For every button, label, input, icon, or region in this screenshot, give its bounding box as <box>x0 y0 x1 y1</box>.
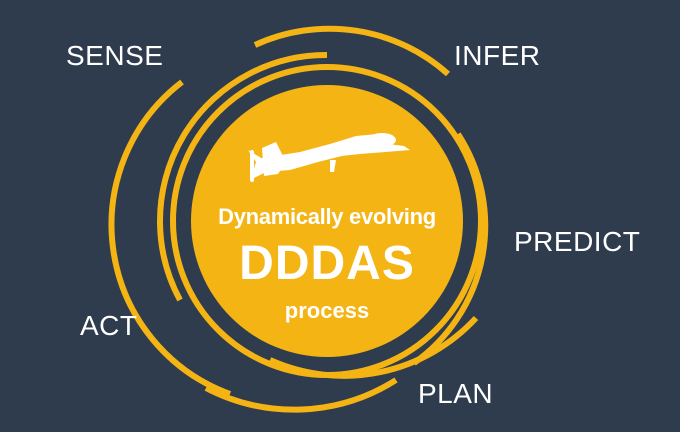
center-caption: process <box>284 298 370 323</box>
sense-label: SENSE <box>66 40 164 71</box>
drone-icon <box>248 133 410 182</box>
center-title: DDDAS <box>239 237 415 290</box>
center-subtitle: Dynamically evolving <box>218 204 436 229</box>
act-arc <box>108 79 232 397</box>
infer-label: INFER <box>454 40 541 71</box>
center-circle <box>191 85 463 357</box>
predict-label: PREDICT <box>514 226 641 257</box>
act-label: ACT <box>80 310 138 341</box>
sense-arc <box>156 51 328 302</box>
plan-label: PLAN <box>418 378 494 409</box>
infer-arc <box>253 25 450 77</box>
plan-arc <box>268 315 479 379</box>
lower-outer-arc <box>204 377 398 413</box>
predict-arc <box>412 132 489 366</box>
